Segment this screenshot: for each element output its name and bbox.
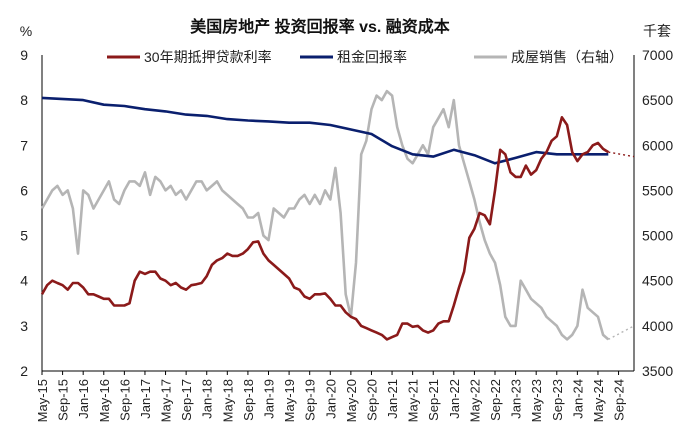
- x-tick-label: Sep-21: [426, 379, 441, 421]
- series-line-home-sales: [40, 89, 610, 341]
- y-ticks-left: 2 3 4 5 6 7 8 9: [20, 47, 28, 379]
- x-tick-label: Sep-20: [364, 379, 379, 421]
- y-tick-label-left: 8: [20, 92, 28, 108]
- axes: [41, 55, 635, 372]
- legend-label-rent-yield: 租金回报率: [337, 49, 407, 65]
- x-tick-label: May-22: [467, 379, 482, 422]
- left-axis-unit: %: [20, 23, 32, 39]
- x-tick-label: Jan-23: [509, 379, 524, 419]
- y-tick-label-left: 3: [20, 318, 28, 334]
- x-tick-label: Sep-23: [550, 379, 565, 421]
- chart-title: 美国房地产 投资回报率 vs. 融资成本: [190, 17, 450, 36]
- x-tick-label: Jan-17: [138, 379, 153, 419]
- y-ticks-right: 3500 4000 4500 5000 5500 6000 6500 7000: [642, 47, 673, 379]
- x-tick-label: Jan-18: [200, 379, 215, 419]
- x-tick-label: Jan-21: [385, 379, 400, 419]
- x-tick-label: Sep-17: [179, 379, 194, 421]
- y-tick-label-right: 5000: [642, 228, 673, 244]
- x-tick-label: Sep-16: [117, 379, 132, 421]
- y-tick-label-left: 2: [20, 363, 28, 379]
- series-line-mortgage-rate: [40, 116, 609, 341]
- x-tick-label: Sep-15: [56, 379, 71, 421]
- series-forecast-mortgage-rate: [608, 151, 635, 158]
- x-tick-label: May-21: [406, 379, 421, 422]
- x-ticks: May-15 Sep-15 Jan-16 May-16 Sep-16 Jan-17 May-…: [35, 371, 627, 422]
- y-tick-label-right: 4000: [642, 318, 673, 334]
- x-tick-label: May-23: [529, 379, 544, 422]
- legend-label-home-sales: 成屋销售（右轴）: [511, 49, 623, 65]
- y-tick-label-right: 6000: [642, 137, 673, 153]
- y-tick-label-left: 9: [20, 47, 28, 63]
- x-tick-label: May-24: [591, 379, 606, 422]
- y-tick-label-right: 4500: [642, 273, 673, 289]
- y-tick-label-right: 5500: [642, 182, 673, 198]
- x-tick-label: May-20: [344, 379, 359, 422]
- series-line-rent-yield: [41, 96, 609, 165]
- y-tick-label-right: 6500: [642, 92, 673, 108]
- x-tick-label: May-18: [220, 379, 235, 422]
- x-tick-label: Jan-24: [570, 379, 585, 419]
- legend-label-mortgage: 30年期抵押贷款利率: [144, 49, 272, 65]
- x-tick-label: Jan-20: [323, 379, 338, 419]
- legend: 30年期抵押贷款利率 租金回报率 成屋销售（右轴）: [107, 49, 623, 65]
- x-tick-label: May-17: [159, 379, 174, 422]
- series-forecast-home-sales: [607, 325, 635, 341]
- y-tick-label-right: 3500: [642, 363, 673, 379]
- right-axis-unit: 千套: [643, 23, 671, 39]
- x-tick-label: May-16: [97, 379, 112, 422]
- x-tick-label: Jan-16: [76, 379, 91, 419]
- y-tick-label-left: 6: [20, 182, 28, 198]
- x-tick-label: May-15: [35, 379, 50, 422]
- x-tick-label: Sep-19: [303, 379, 318, 421]
- y-tick-label-right: 7000: [642, 47, 673, 63]
- y-tick-label-left: 7: [20, 137, 28, 153]
- x-tick-label: May-19: [282, 379, 297, 422]
- x-tick-label: Sep-22: [488, 379, 503, 421]
- x-tick-label: Jan-22: [447, 379, 462, 419]
- x-tick-label: Sep-24: [612, 379, 627, 421]
- y-tick-label-left: 4: [20, 273, 28, 289]
- y-tick-label-left: 5: [20, 228, 28, 244]
- series-lines: [40, 89, 635, 341]
- x-tick-label: Sep-18: [241, 379, 256, 421]
- x-tick-label: Jan-19: [262, 379, 277, 419]
